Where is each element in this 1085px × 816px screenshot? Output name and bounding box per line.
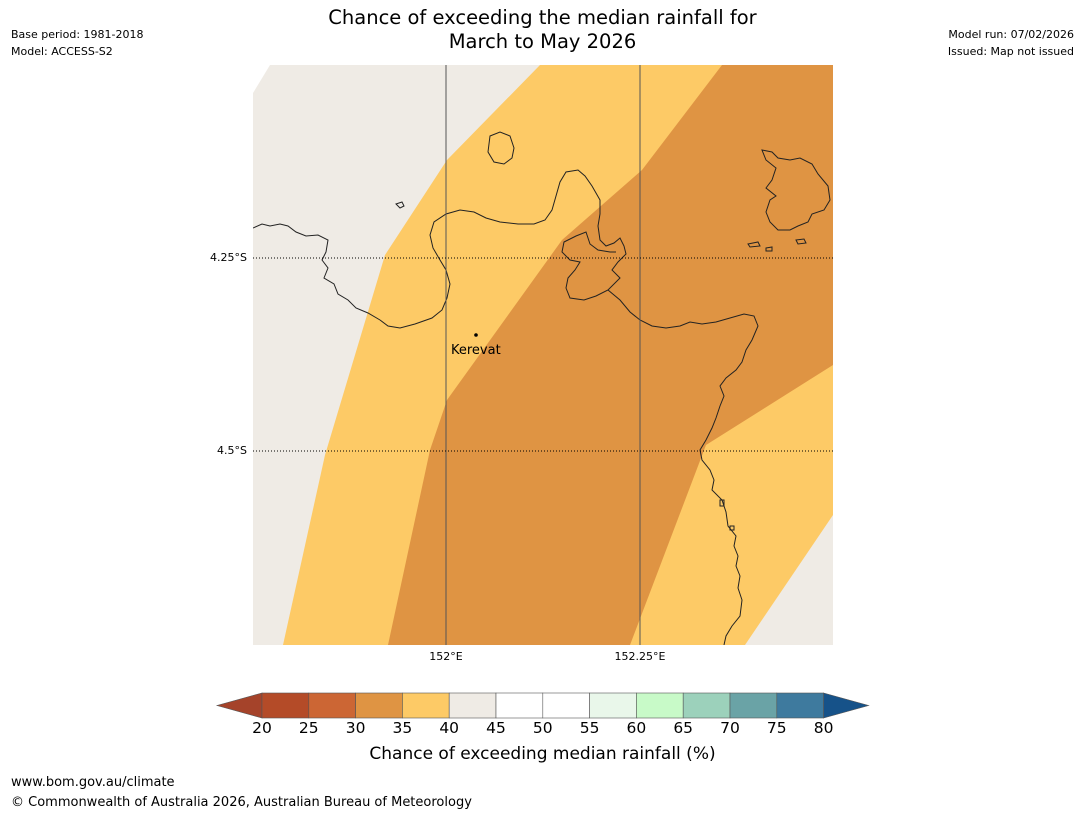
metadata-right: Model run: 07/02/2026 Issued: Map not is… xyxy=(948,26,1074,60)
probability-band-30-35 xyxy=(388,65,833,645)
colorbar-swatch xyxy=(542,692,590,719)
coast-islet xyxy=(395,201,405,209)
issued-text: Issued: Map not issued xyxy=(947,45,1074,58)
coast-islet-2 xyxy=(747,241,761,248)
colorbar-swatch xyxy=(261,692,310,719)
colorbar-tick-label: 40 xyxy=(439,719,460,737)
colorbar-swatch xyxy=(402,692,450,719)
colorbar-swatch xyxy=(776,692,824,719)
colorbar-extension-low xyxy=(215,692,263,719)
base-period-text: Base period: 1981-2018 xyxy=(11,28,144,41)
map-title: Chance of exceeding the median rainfall … xyxy=(0,6,1085,54)
coast-islet-3 xyxy=(765,246,773,252)
lat-label-4-5s: 4.5°S xyxy=(217,444,247,457)
title-line-2: March to May 2026 xyxy=(448,30,637,53)
model-run-text: Model run: 07/02/2026 xyxy=(948,28,1074,41)
coastline xyxy=(253,131,831,645)
colorbar-swatch xyxy=(448,692,497,719)
colorbar-label: Chance of exceeding median rainfall (%) xyxy=(369,744,716,764)
map-gridlines xyxy=(253,65,833,645)
coast-east-shore xyxy=(607,289,759,645)
colorbar-swatch xyxy=(729,692,778,719)
coast-islet-4 xyxy=(795,238,807,245)
colorbar-tick-label: 45 xyxy=(486,719,506,737)
place-label-kerevat: Kerevat xyxy=(451,343,501,358)
colorbar-tick-label: 25 xyxy=(298,719,319,737)
coast-islet-5 xyxy=(719,499,725,507)
title-line-1: Chance of exceeding the median rainfall … xyxy=(328,6,757,29)
colorbar-extension-high xyxy=(823,692,870,719)
colorbar-tick-label: 30 xyxy=(345,719,366,737)
colorbar-tick-label: 75 xyxy=(766,719,787,737)
footer-copyright: © Commonwealth of Australia 2026, Austra… xyxy=(11,795,472,810)
colorbar-swatch xyxy=(589,692,637,719)
coast-islet-6 xyxy=(729,525,735,531)
colorbar-swatch xyxy=(636,692,684,719)
colorbar-tick-label: 65 xyxy=(673,719,694,737)
metadata-left: Base period: 1981-2018 Model: ACCESS-S2 xyxy=(11,26,143,60)
lon-label-152-25e: 152.25°E xyxy=(614,650,666,663)
footer-url[interactable]: www.bom.gov.au/climate xyxy=(11,775,175,790)
colorbar-swatch xyxy=(495,692,544,719)
colorbar-swatch xyxy=(308,692,356,719)
colorbar-swatch xyxy=(682,692,731,719)
colorbar-swatch xyxy=(355,692,403,719)
colorbar-tick-label: 80 xyxy=(813,719,834,737)
footer: www.bom.gov.au/climate © Commonwealth of… xyxy=(11,773,472,813)
colorbar-tick-label: 70 xyxy=(720,719,740,737)
colorbar-tick-label: 50 xyxy=(532,719,553,737)
colorbar-tick-label: 20 xyxy=(252,719,272,737)
colorbar-tick-label: 60 xyxy=(626,719,647,737)
coast-duke-of-york-islands xyxy=(761,149,831,231)
lat-label-4-25s: 4.25°S xyxy=(210,251,247,264)
lon-label-152e: 152°E xyxy=(429,650,463,663)
coast-gazelle-peninsula xyxy=(253,169,627,329)
colorbar-tick-label: 35 xyxy=(392,719,413,737)
model-text: Model: ACCESS-S2 xyxy=(11,45,113,58)
kerevat-marker[interactable] xyxy=(474,333,478,337)
coast-island-north xyxy=(487,131,515,165)
colorbar-tick-label: 55 xyxy=(579,719,600,737)
